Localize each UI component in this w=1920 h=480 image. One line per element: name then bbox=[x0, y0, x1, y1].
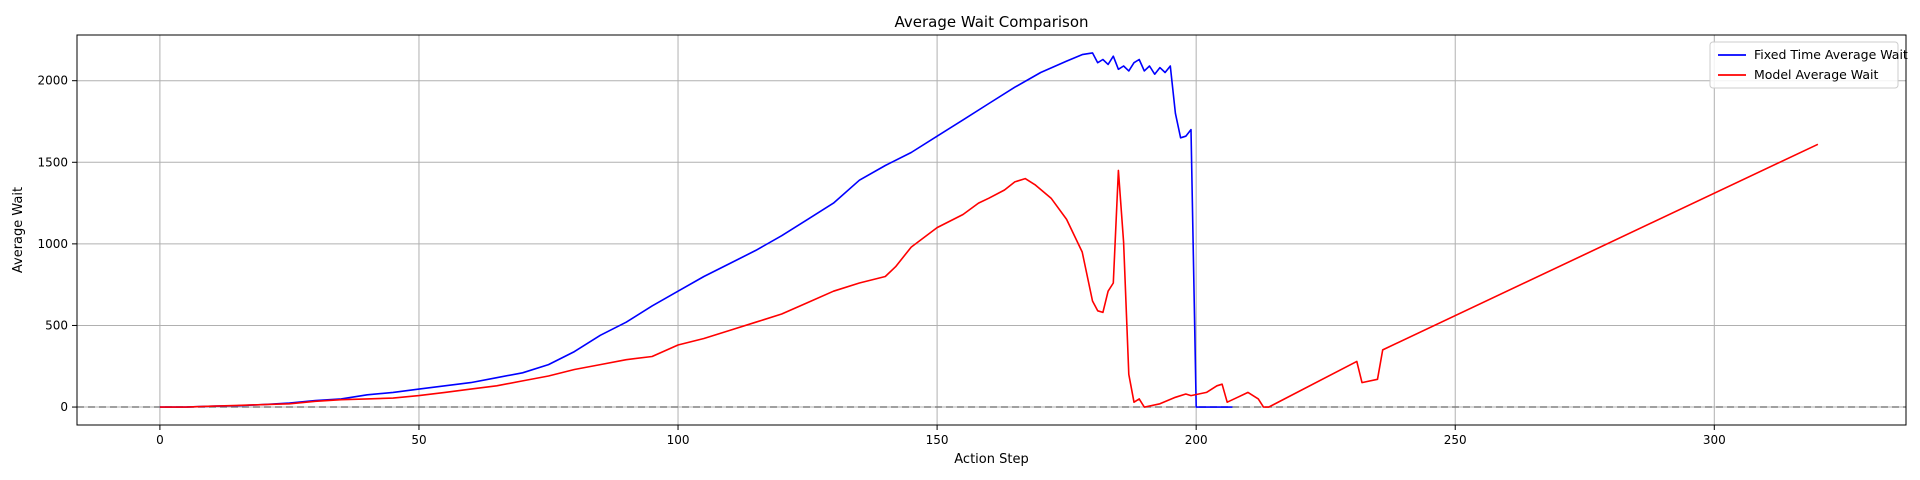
x-axis-title: Action Step bbox=[954, 452, 1028, 467]
x-tick-label: 100 bbox=[667, 433, 690, 447]
y-tick-label: 500 bbox=[45, 318, 68, 332]
y-tick-label: 2000 bbox=[37, 74, 68, 88]
legend-box bbox=[1709, 41, 1899, 89]
grid-lines bbox=[77, 35, 1906, 425]
x-axis-ticks: 0 50 100 150 200 250 300 bbox=[156, 425, 1726, 447]
legend-label: Model Average Wait bbox=[1754, 67, 1879, 82]
x-tick-label: 300 bbox=[1703, 433, 1726, 447]
legend-label: Fixed Time Average Wait bbox=[1754, 47, 1908, 62]
y-tick-label: 1000 bbox=[37, 237, 68, 251]
x-tick-label: 0 bbox=[156, 433, 164, 447]
chart-title: Average Wait Comparison bbox=[894, 13, 1088, 31]
series-line-0 bbox=[159, 52, 1233, 408]
y-tick-label: 0 bbox=[60, 400, 68, 414]
x-tick-label: 200 bbox=[1185, 433, 1208, 447]
x-tick-label: 150 bbox=[926, 433, 949, 447]
x-tick-label: 50 bbox=[411, 433, 426, 447]
plot-frame bbox=[76, 34, 1907, 426]
y-axis-title: Average Wait bbox=[11, 187, 26, 273]
x-tick-label: 250 bbox=[1444, 433, 1467, 447]
y-axis-ticks: 0 500 1000 1500 2000 bbox=[37, 74, 77, 414]
legend: Fixed Time Average Wait Model Average Wai… bbox=[1709, 41, 1908, 89]
series-line-1 bbox=[159, 143, 1819, 408]
y-tick-label: 1500 bbox=[37, 155, 68, 169]
series-lines bbox=[159, 52, 1819, 408]
